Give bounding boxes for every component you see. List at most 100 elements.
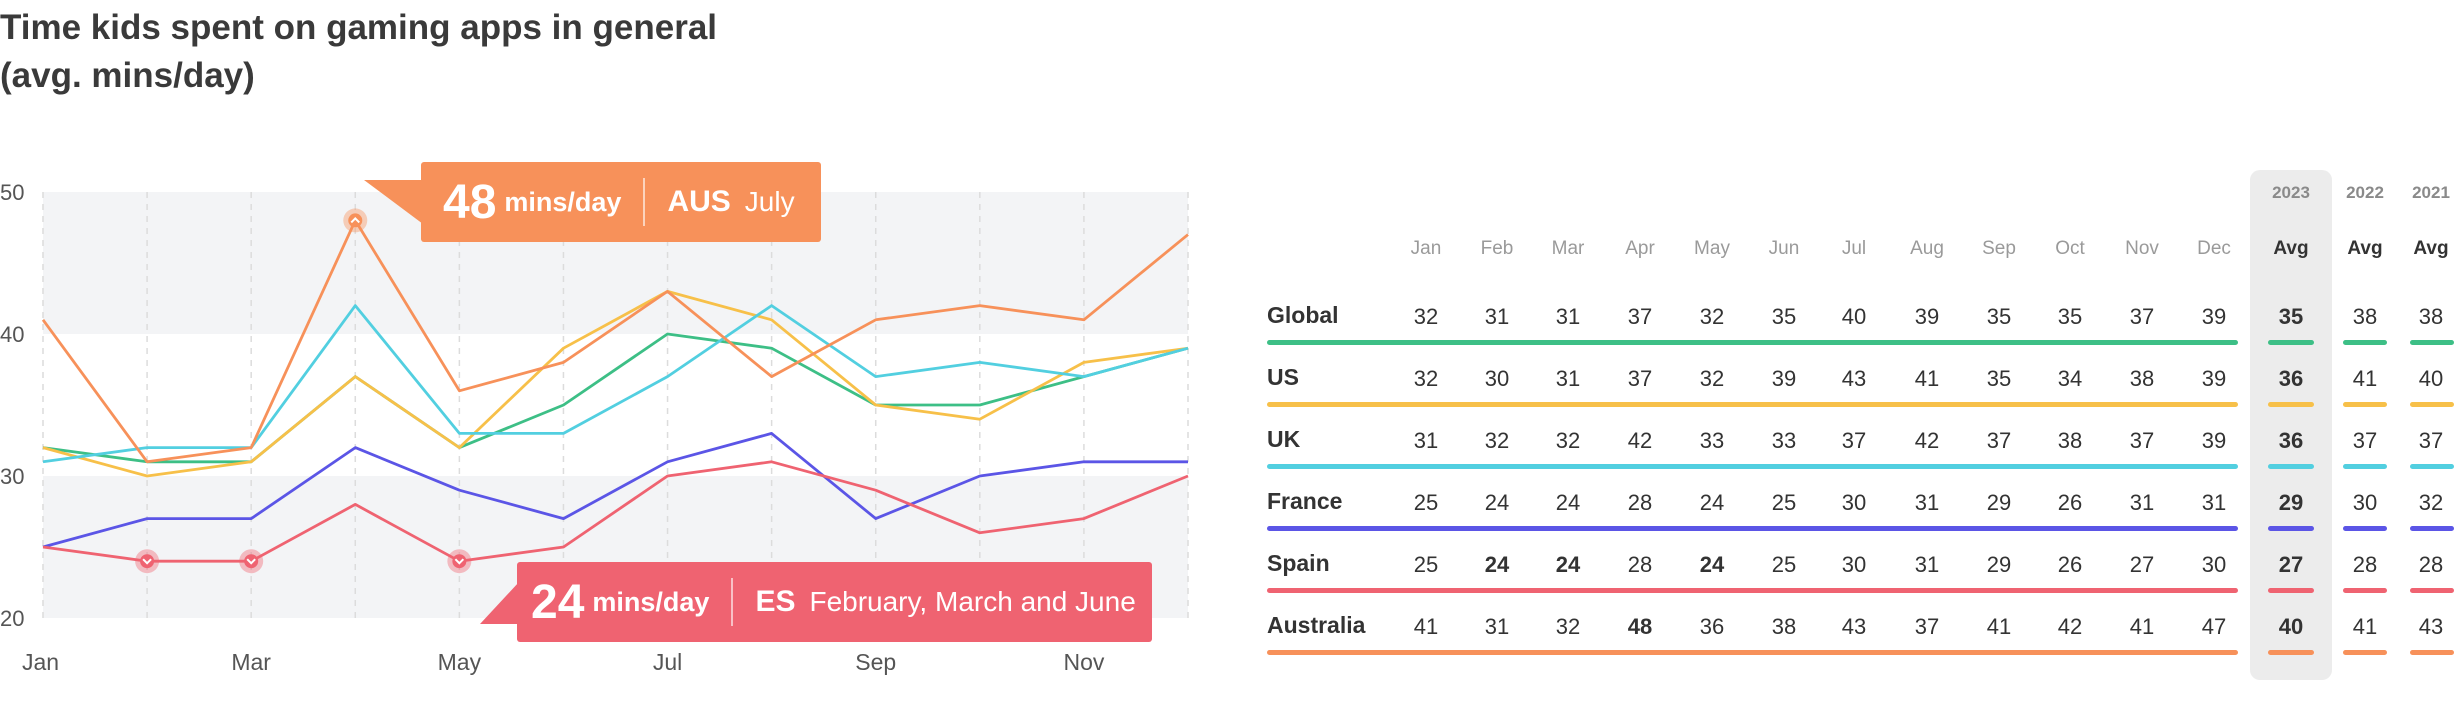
row-avg-line-uk-2023 [2268, 464, 2314, 469]
avg-cell-australia-2023: 40 [2278, 614, 2304, 639]
cell-australia-jan: 41 [1413, 614, 1439, 639]
low-callout: 24 mins/day ES February, March and June [517, 562, 1152, 642]
row-avg-line-global-2021 [2410, 340, 2454, 345]
cell-global-nov: 37 [2129, 304, 2155, 329]
cell-global-may: 32 [1699, 304, 1725, 329]
cell-us-jun: 39 [1771, 366, 1797, 391]
cell-us-may: 32 [1699, 366, 1725, 391]
high-unit: mins/day [504, 186, 622, 217]
cell-uk-apr: 42 [1627, 428, 1653, 453]
cell-uk-dec: 39 [2201, 428, 2227, 453]
series-line-uk [42, 304, 1189, 464]
low-callout-pointer [480, 582, 519, 624]
min-marker-chevron-icon [246, 558, 256, 565]
cell-us-oct: 34 [2057, 366, 2083, 391]
cell-global-jun: 35 [1771, 304, 1797, 329]
year-header-2022: 2022 [2346, 183, 2384, 202]
cell-uk-oct: 38 [2057, 428, 2083, 453]
cell-france-apr: 28 [1627, 490, 1653, 515]
x-tick-jan: Jan [22, 649, 59, 675]
month-header-dec: Dec [2197, 238, 2231, 259]
cell-australia-dec: 47 [2201, 614, 2227, 639]
high-period: July [744, 186, 795, 217]
cell-global-oct: 35 [2057, 304, 2083, 329]
min-marker-feb [140, 554, 155, 569]
avg-cell-uk-2021: 37 [2418, 428, 2444, 453]
min-marker-chevron-icon [454, 558, 465, 565]
row-avg-line-uk-2021 [2410, 464, 2454, 469]
month-header-jul: Jul [1841, 238, 1867, 259]
cell-global-sep: 35 [1986, 304, 2012, 329]
chart-title: Time kids spent on gaming apps in genera… [0, 4, 717, 100]
row-line-uk [1267, 464, 2238, 469]
cell-spain-nov: 27 [2129, 552, 2155, 577]
min-marker-mar [244, 554, 259, 569]
series-line-global [42, 332, 1189, 464]
cell-us-aug: 41 [1914, 366, 1940, 391]
cell-spain-oct: 26 [2057, 552, 2083, 577]
cell-uk-jul: 37 [1841, 428, 1867, 453]
row-label-us: US [1267, 364, 1299, 390]
year-header-2021: 2021 [2412, 183, 2450, 202]
cell-uk-aug: 42 [1914, 428, 1940, 453]
avg-2023-highlight [2250, 170, 2332, 680]
row-avg-line-australia-2022 [2343, 650, 2387, 655]
cell-us-dec: 39 [2201, 366, 2227, 391]
x-tick-sep: Sep [855, 649, 896, 675]
avg-cell-spain-2023: 27 [2278, 552, 2304, 577]
avg-cell-spain-2022: 28 [2352, 552, 2378, 577]
cell-spain-jan: 25 [1413, 552, 1439, 577]
avg-cell-france-2023: 29 [2278, 490, 2304, 515]
avg-cell-global-2021: 38 [2418, 304, 2444, 329]
avg-cell-australia-2022: 41 [2352, 614, 2378, 639]
cell-uk-may: 33 [1699, 428, 1725, 453]
cell-france-may: 24 [1699, 490, 1725, 515]
avg-cell-australia-2021: 43 [2418, 614, 2444, 639]
cell-us-apr: 37 [1627, 366, 1653, 391]
cell-australia-jul: 43 [1841, 614, 1867, 639]
cell-australia-may: 36 [1699, 614, 1725, 639]
month-header-feb: Feb [1480, 238, 1514, 259]
cell-us-nov: 38 [2129, 366, 2155, 391]
cell-france-feb: 24 [1484, 490, 1510, 515]
month-header-apr: Apr [1625, 238, 1655, 259]
max-marker-chevron-icon [350, 216, 360, 224]
cell-global-feb: 31 [1484, 304, 1510, 329]
avg-cell-global-2023: 35 [2278, 304, 2304, 329]
cell-france-nov: 31 [2129, 490, 2155, 515]
cell-uk-feb: 32 [1484, 428, 1510, 453]
cell-uk-sep: 37 [1986, 428, 2012, 453]
row-line-france [1267, 526, 2238, 531]
high-callout-pointer [364, 180, 423, 224]
month-header-oct: Oct [2055, 238, 2085, 259]
cell-france-jun: 25 [1771, 490, 1797, 515]
cell-france-sep: 29 [1986, 490, 2012, 515]
high-separator [643, 178, 646, 226]
cell-australia-mar: 32 [1555, 614, 1581, 639]
x-tick-jul: Jul [653, 649, 682, 675]
row-label-france: France [1267, 488, 1343, 514]
cell-global-jan: 32 [1413, 304, 1439, 329]
cell-global-aug: 39 [1914, 304, 1940, 329]
row-line-australia [1267, 650, 2238, 655]
high-country: AUS [667, 185, 731, 218]
row-label-global: Global [1267, 302, 1339, 328]
row-label-australia: Australia [1267, 612, 1366, 638]
cell-spain-may: 24 [1699, 552, 1725, 577]
avg-cell-france-2022: 30 [2352, 490, 2378, 515]
avg-cell-us-2021: 40 [2418, 366, 2444, 391]
row-avg-line-spain-2023 [2268, 588, 2314, 593]
row-avg-line-spain-2021 [2410, 588, 2454, 593]
min-marker-may [452, 554, 467, 569]
cell-france-mar: 24 [1555, 490, 1581, 515]
row-avg-line-global-2022 [2343, 340, 2387, 345]
y-tick-50: 50 [0, 180, 24, 205]
avg-cell-global-2022: 38 [2352, 304, 2378, 329]
low-country: ES [755, 585, 796, 618]
cell-france-jul: 30 [1841, 490, 1867, 515]
month-header-may: May [1694, 238, 1730, 259]
avg-header-2022: Avg [2347, 238, 2383, 259]
y-tick-30: 30 [0, 464, 24, 489]
month-header-nov: Nov [2125, 238, 2159, 259]
title-line-2: (avg. mins/day) [0, 56, 255, 95]
